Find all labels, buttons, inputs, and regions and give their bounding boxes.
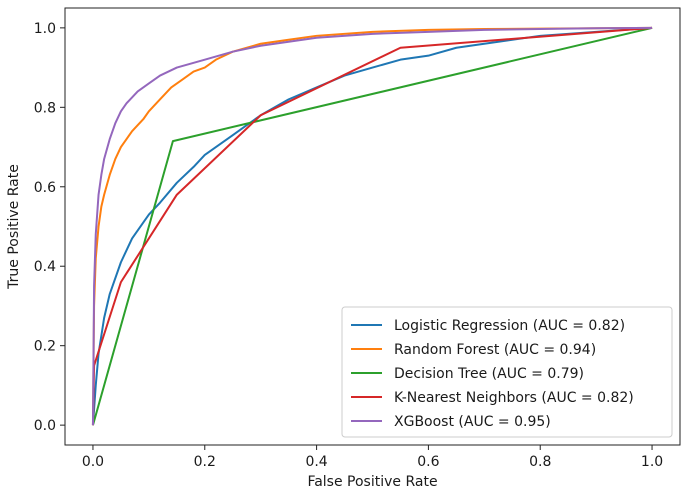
x-tick-label: 0.0 xyxy=(82,454,104,470)
x-tick-label: 0.8 xyxy=(529,454,551,470)
x-tick-label: 0.6 xyxy=(417,454,439,470)
x-tick-label: 0.4 xyxy=(305,454,327,470)
legend-label-4: XGBoost (AUC = 0.95) xyxy=(394,414,551,430)
series-line-1 xyxy=(91,26,653,426)
legend-label-3: K-Nearest Neighbors (AUC = 0.82) xyxy=(394,390,634,406)
y-tick-label: 1.0 xyxy=(34,21,56,37)
y-axis-label: True Positive Rate xyxy=(6,164,22,290)
x-axis-label: False Positive Rate xyxy=(307,474,437,490)
plot-frame xyxy=(64,7,681,446)
y-tick-label: 0.0 xyxy=(34,418,56,434)
y-tick-label: 0.6 xyxy=(34,180,56,196)
legend-box xyxy=(341,306,673,438)
legend-label-1: Random Forest (AUC = 0.94) xyxy=(394,342,596,358)
x-tick-label: 1.0 xyxy=(641,454,663,470)
x-tick-label: 0.2 xyxy=(194,454,216,470)
y-tick-label: 0.4 xyxy=(34,259,56,275)
series-line-2 xyxy=(91,26,653,426)
y-tick-label: 0.8 xyxy=(34,100,56,116)
series-line-4 xyxy=(91,26,653,426)
y-tick-label: 0.2 xyxy=(34,339,56,355)
legend-label-2: Decision Tree (AUC = 0.79) xyxy=(394,366,584,382)
legend-label-0: Logistic Regression (AUC = 0.82) xyxy=(394,318,625,334)
